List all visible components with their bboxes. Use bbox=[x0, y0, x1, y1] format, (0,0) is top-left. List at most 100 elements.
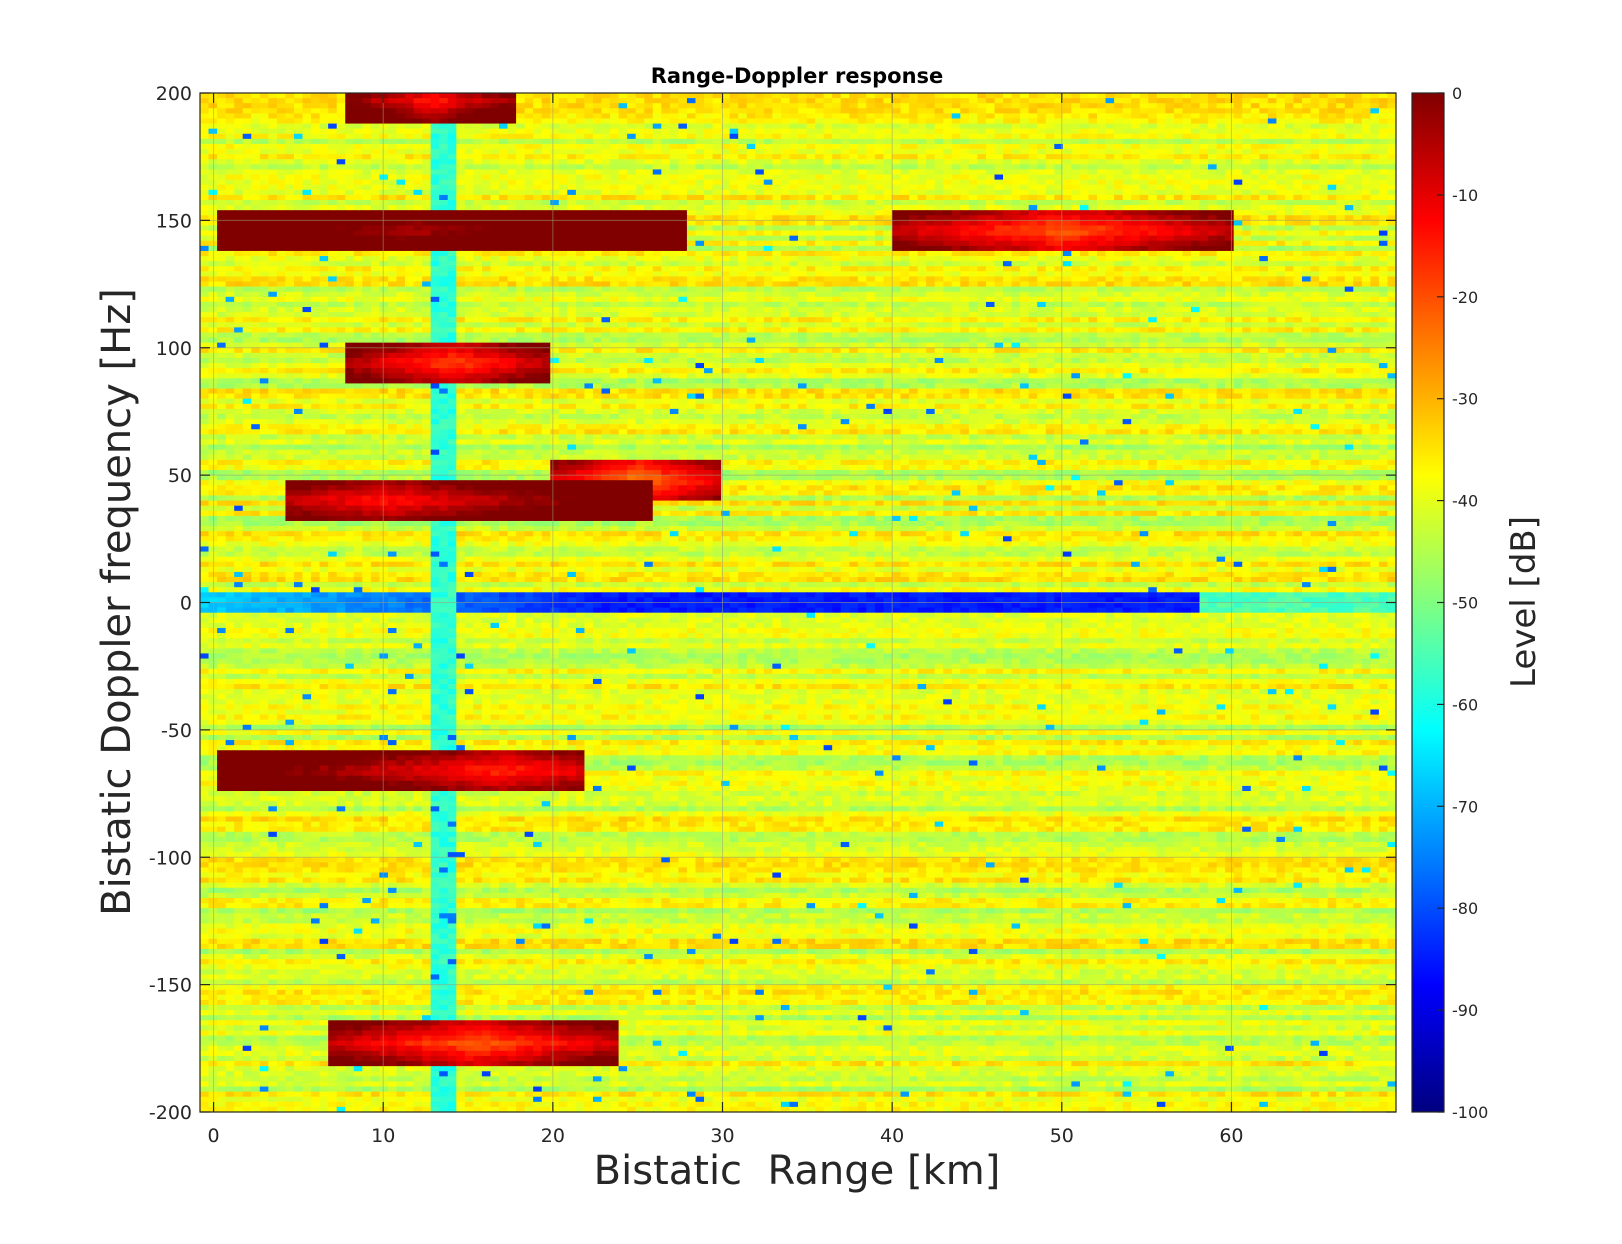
heatmap-cell bbox=[1293, 93, 1303, 99]
heatmap-cell bbox=[729, 189, 739, 196]
heatmap-cell bbox=[1003, 184, 1013, 191]
heatmap-cell bbox=[960, 154, 970, 160]
heatmap-cell bbox=[755, 210, 765, 216]
heatmap-cell bbox=[627, 159, 637, 165]
heatmap-cell bbox=[550, 240, 560, 247]
heatmap-cell bbox=[1250, 159, 1260, 165]
heatmap-cell bbox=[1079, 184, 1090, 191]
heatmap-cell bbox=[891, 189, 902, 196]
heatmap-cell bbox=[1276, 261, 1286, 267]
heatmap-cell bbox=[1045, 230, 1055, 237]
heatmap-cell bbox=[567, 98, 577, 104]
heatmap-cell bbox=[1131, 230, 1141, 237]
heatmap-cell bbox=[1259, 123, 1269, 130]
heatmap-cell bbox=[686, 159, 697, 165]
heatmap-cell bbox=[832, 149, 842, 155]
heatmap-cell bbox=[1037, 174, 1047, 181]
heatmap-cell bbox=[447, 108, 457, 114]
heatmap-cell bbox=[695, 230, 705, 237]
heatmap-cell bbox=[695, 266, 705, 272]
heatmap-cell bbox=[610, 256, 620, 262]
heatmap-cell bbox=[1242, 205, 1252, 211]
heatmap-cell bbox=[661, 128, 671, 135]
heatmap-cell bbox=[815, 154, 825, 160]
heatmap-cell bbox=[951, 143, 961, 150]
heatmap-cell bbox=[319, 256, 329, 262]
heatmap-cell bbox=[1276, 149, 1286, 155]
heatmap-cell bbox=[422, 271, 432, 278]
heatmap-cell bbox=[669, 123, 679, 130]
heatmap-cell bbox=[592, 210, 603, 216]
heatmap-cell bbox=[584, 164, 594, 171]
heatmap-cell bbox=[1361, 225, 1371, 232]
heatmap-cell bbox=[413, 128, 423, 135]
heatmap-cell bbox=[379, 174, 389, 181]
heatmap-cell bbox=[1242, 245, 1252, 252]
heatmap-cell bbox=[815, 266, 825, 272]
heatmap-cell bbox=[900, 128, 910, 135]
heatmap-cell bbox=[362, 261, 372, 267]
heatmap-cell bbox=[1250, 250, 1260, 257]
heatmap-cell bbox=[1378, 200, 1389, 206]
heatmap-cell bbox=[336, 235, 346, 242]
heatmap-cell bbox=[456, 256, 466, 262]
heatmap-cell bbox=[635, 174, 645, 181]
heatmap-cell bbox=[763, 261, 773, 267]
heatmap-cell bbox=[1097, 123, 1107, 130]
heatmap-cell bbox=[678, 266, 688, 272]
heatmap-cell bbox=[618, 220, 628, 227]
heatmap-cell bbox=[601, 123, 611, 130]
heatmap-cell bbox=[857, 138, 867, 145]
heatmap-cell bbox=[1336, 215, 1346, 221]
heatmap-cell bbox=[968, 210, 978, 216]
heatmap-cell bbox=[336, 205, 346, 211]
heatmap-cell bbox=[1054, 149, 1064, 155]
heatmap-cell bbox=[353, 128, 363, 135]
heatmap-cell bbox=[328, 194, 338, 201]
heatmap-cell bbox=[1037, 189, 1047, 196]
heatmap-cell bbox=[1199, 108, 1209, 114]
heatmap-cell bbox=[1310, 184, 1320, 191]
heatmap-cell bbox=[883, 179, 893, 186]
heatmap-cell bbox=[1233, 179, 1243, 186]
heatmap-cell bbox=[840, 240, 850, 247]
heatmap-cell bbox=[319, 149, 329, 155]
heatmap-cell bbox=[396, 159, 406, 165]
heatmap-cell bbox=[413, 113, 423, 120]
heatmap-cell bbox=[772, 149, 782, 155]
heatmap-cell bbox=[772, 154, 782, 160]
heatmap-cell bbox=[533, 189, 543, 196]
heatmap-cell bbox=[618, 154, 628, 160]
heatmap-cell bbox=[533, 250, 543, 257]
heatmap-cell bbox=[789, 271, 799, 278]
heatmap-cell bbox=[481, 215, 492, 221]
heatmap-cell bbox=[259, 179, 269, 186]
heatmap-cell bbox=[499, 103, 509, 109]
heatmap-cell bbox=[328, 159, 338, 165]
heatmap-cell bbox=[960, 159, 970, 165]
heatmap-cell bbox=[1387, 113, 1397, 120]
heatmap-cell bbox=[815, 200, 825, 206]
heatmap-cell bbox=[1353, 266, 1363, 272]
heatmap-cell bbox=[951, 179, 961, 186]
heatmap-cell bbox=[1310, 245, 1320, 252]
heatmap-cell bbox=[635, 98, 645, 104]
heatmap-cell bbox=[1122, 169, 1132, 176]
heatmap-cell bbox=[1293, 210, 1303, 216]
heatmap-cell bbox=[1293, 215, 1303, 221]
heatmap-cell bbox=[1319, 93, 1329, 99]
heatmap-cell bbox=[362, 256, 372, 262]
heatmap-cell bbox=[763, 210, 773, 216]
heatmap-cell bbox=[934, 205, 944, 211]
heatmap-cell bbox=[712, 210, 722, 216]
heatmap-cell bbox=[1387, 179, 1397, 186]
heatmap-cell bbox=[729, 174, 739, 181]
heatmap-cell bbox=[772, 194, 782, 201]
heatmap-cell bbox=[1114, 210, 1124, 216]
heatmap-cell bbox=[507, 123, 517, 130]
heatmap-cell bbox=[994, 123, 1004, 130]
heatmap-cell bbox=[387, 138, 398, 145]
heatmap-cell bbox=[610, 210, 620, 216]
heatmap-cell bbox=[328, 235, 338, 242]
heatmap-cell bbox=[413, 159, 423, 165]
